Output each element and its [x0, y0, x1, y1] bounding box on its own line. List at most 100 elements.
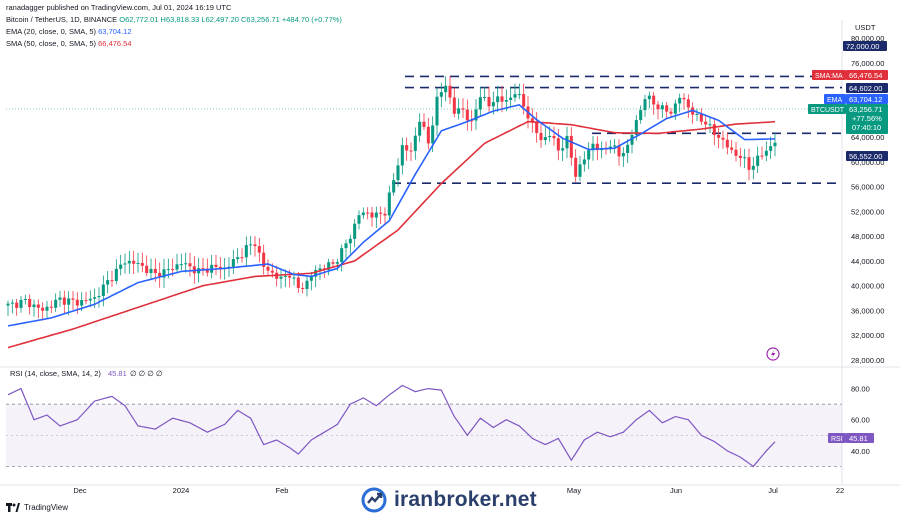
candle-body	[643, 99, 647, 111]
candle-body	[6, 303, 10, 306]
candle-body	[236, 257, 240, 260]
candle-body	[114, 268, 118, 281]
time-tick-label: Dec	[73, 486, 87, 495]
candle-body	[36, 304, 40, 308]
svg-text:EMA: EMA	[827, 97, 843, 104]
candle-body	[140, 262, 144, 266]
time-tick-label: Feb	[276, 486, 289, 495]
candle-body	[353, 223, 357, 239]
candle-body	[262, 252, 266, 267]
candle-body	[522, 94, 526, 107]
badge-sma: SMA:MA 66,476.54	[812, 70, 888, 80]
candle-body	[725, 139, 729, 148]
candle-body	[231, 259, 235, 267]
badge-level-mid: 64,602.00	[846, 83, 888, 93]
ohlc-values: O62,772.01 H63,818.33 L62,497.20 C63,256…	[119, 15, 342, 24]
candle-body	[361, 212, 365, 216]
sma-legend[interactable]: SMA (50, close, 0, SMA, 5) 66,476.54	[6, 39, 132, 48]
candle-body	[62, 297, 66, 305]
candle-body	[49, 306, 53, 308]
candle-body	[444, 85, 448, 93]
candle-body	[738, 155, 742, 159]
tradingview-brand[interactable]: TradingView	[6, 503, 68, 512]
svg-text:+77.56%: +77.56%	[852, 114, 882, 123]
ema-legend[interactable]: EMA (20, close, 0, SMA, 5) 63,704.12	[6, 27, 132, 36]
candle-body	[569, 135, 573, 158]
candle-body	[656, 104, 660, 110]
watermark-text: iranbroker.net	[394, 488, 537, 511]
symbol-title[interactable]: Bitcoin / TetherUS, 1D, BINANCE	[6, 15, 118, 24]
candle-body	[734, 149, 738, 156]
sma-legend-value: 66,476.54	[98, 39, 132, 48]
candle-body	[249, 244, 253, 246]
candle-body	[383, 213, 387, 216]
time-axis[interactable]: Dec 2024 Feb May Jun Jul 22	[73, 486, 844, 495]
time-tick-label: 22	[836, 486, 844, 495]
candle-body	[574, 157, 578, 177]
candle-body	[149, 268, 153, 274]
candle-body	[71, 298, 75, 300]
candle-body	[422, 121, 426, 127]
svg-text:RSI: RSI	[831, 436, 843, 443]
price-tick-label: 80,000.00	[851, 34, 884, 43]
rsi-line	[7, 384, 776, 468]
candle-body	[288, 275, 292, 278]
candle-body	[660, 105, 664, 110]
candle-body	[426, 126, 430, 144]
candle-body	[270, 270, 274, 273]
candle-body	[387, 192, 391, 216]
candle-body	[10, 302, 14, 304]
candle-body	[396, 165, 400, 181]
candle-body	[751, 165, 755, 170]
svg-text:BTCUSDT: BTCUSDT	[811, 107, 845, 114]
rsi-tick-label: 60.00	[851, 416, 870, 425]
candle-body	[136, 262, 140, 264]
symbol-line: Bitcoin / TetherUS, 1D, BINANCE O62,772.…	[6, 15, 342, 24]
candle-body	[721, 137, 725, 140]
currency-label: USDT	[855, 23, 876, 32]
candle-body	[110, 280, 114, 282]
candle-body	[405, 145, 409, 151]
candle-body	[171, 269, 175, 271]
candle-body	[153, 268, 157, 274]
lightning-icon[interactable]	[766, 347, 780, 361]
candle-body	[314, 269, 318, 277]
candle-body	[500, 96, 504, 102]
candle-body	[470, 120, 474, 122]
candle-body	[188, 263, 192, 267]
candle-body	[67, 298, 71, 305]
ema-legend-label: EMA (20, close, 0, SMA, 5)	[6, 27, 97, 36]
price-tick-label: 28,000.00	[851, 356, 884, 365]
badge-price: BTCUSDT 63,256.71 +77.56% 07:40:10	[808, 104, 888, 134]
svg-text:72,000.00: 72,000.00	[846, 42, 879, 51]
candle-body	[517, 94, 521, 96]
candle-body	[678, 97, 682, 104]
support-resistance-levels	[392, 75, 842, 184]
candle-body	[175, 264, 179, 270]
candle-body	[244, 245, 248, 258]
candle-body	[617, 145, 621, 157]
candle-body	[543, 137, 547, 141]
candle-body	[28, 298, 32, 308]
candle-body	[682, 97, 686, 100]
candle-body	[587, 150, 591, 160]
candle-body	[747, 157, 751, 170]
badge-ema: EMA 63,704.12	[824, 94, 888, 104]
candle-body	[613, 145, 617, 147]
candle-body	[743, 157, 747, 159]
price-tick-label: 64,000.00	[851, 133, 884, 142]
candle-body	[348, 238, 352, 244]
candle-body	[535, 122, 539, 133]
candle-body	[448, 85, 452, 98]
candle-body	[379, 212, 383, 214]
candle-body	[240, 257, 244, 259]
candle-body	[582, 159, 586, 165]
candle-body	[483, 97, 487, 99]
ema20-line	[7, 104, 776, 327]
candle-body	[145, 265, 149, 274]
candle-body	[686, 99, 690, 108]
candle-body	[773, 142, 777, 147]
candle-body	[19, 299, 23, 308]
candle-body	[413, 135, 417, 151]
